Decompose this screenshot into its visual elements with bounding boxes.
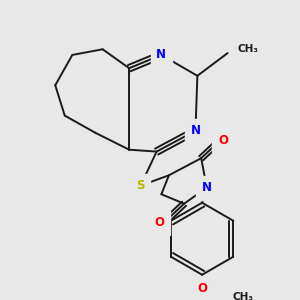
Text: CH₃: CH₃	[232, 292, 254, 300]
Text: O: O	[218, 134, 228, 147]
Text: N: N	[202, 181, 212, 194]
Text: S: S	[136, 179, 145, 192]
Text: O: O	[154, 216, 164, 229]
Text: O: O	[197, 281, 207, 295]
Text: N: N	[190, 124, 200, 137]
Text: N: N	[156, 48, 167, 62]
Text: CH₃: CH₃	[237, 44, 258, 54]
